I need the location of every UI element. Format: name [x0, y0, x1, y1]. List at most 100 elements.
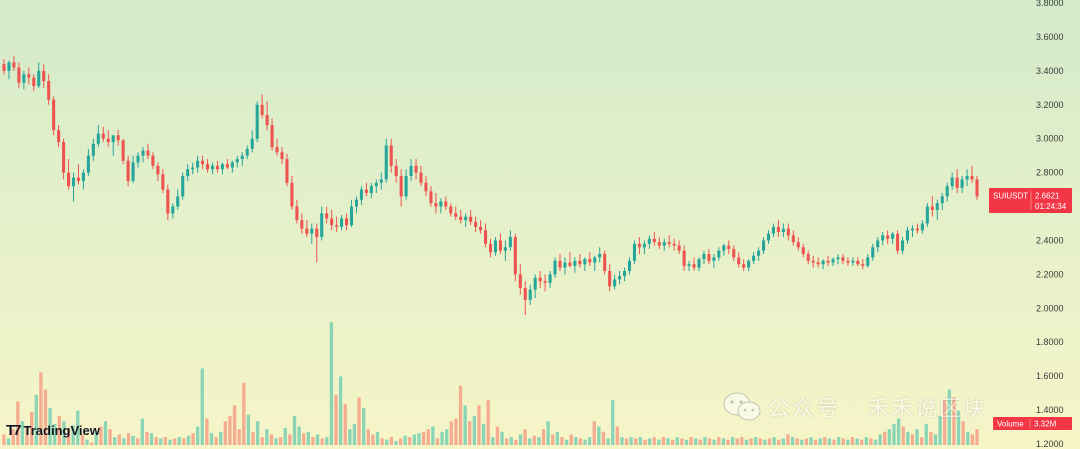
candle-body [344, 218, 349, 226]
candle [891, 231, 895, 244]
candle-body [290, 182, 294, 207]
candle-body [186, 169, 190, 177]
volume-bar [583, 439, 587, 445]
volume-bar [66, 429, 71, 445]
candle [603, 250, 607, 275]
candle [697, 257, 701, 271]
price-axis-label: 1.2000 [1036, 439, 1064, 449]
candle [960, 176, 964, 193]
volume-bar [873, 439, 878, 445]
candle [657, 237, 661, 249]
volume-bar [620, 437, 624, 445]
candle-body [975, 179, 979, 197]
candle [757, 247, 761, 261]
volume-bar [726, 439, 730, 445]
candle-body [533, 277, 537, 290]
volume-bar [117, 434, 121, 445]
candle [62, 138, 66, 180]
candle-body [171, 206, 175, 214]
volume-bar [315, 434, 320, 445]
candle [905, 226, 910, 244]
volume-bar [546, 421, 550, 445]
volume-bar [772, 437, 776, 445]
candle-body [340, 218, 344, 227]
candle-body [518, 274, 522, 288]
candle [970, 165, 974, 183]
volume-bar [836, 437, 841, 445]
volume-bar [491, 437, 495, 445]
candle [439, 198, 443, 214]
candle [608, 264, 612, 292]
price-axis-label: 3.4000 [1036, 66, 1064, 76]
candle [240, 152, 244, 166]
candle [295, 199, 299, 224]
candle-body [910, 228, 915, 231]
volume-bar [624, 438, 629, 445]
candle-body [394, 165, 398, 177]
volume-bar [564, 439, 569, 445]
volume-bar [122, 438, 126, 445]
candle-body [414, 165, 418, 173]
volume-bar [574, 437, 578, 445]
volume-bar [578, 438, 583, 445]
candle-body [508, 237, 512, 248]
candle [508, 230, 512, 251]
candle [444, 196, 448, 210]
volume-bar [537, 437, 541, 445]
candle [52, 96, 56, 136]
volume-bar [518, 434, 523, 445]
candle-body [573, 260, 577, 266]
volume-bar [394, 441, 398, 445]
candle [250, 130, 254, 153]
volume-bar [809, 437, 813, 445]
candle-body [960, 179, 964, 188]
volume-bar [555, 431, 560, 445]
candle-body [369, 186, 373, 193]
price-axis-label: 2.2000 [1036, 269, 1064, 279]
candle-body [161, 174, 165, 190]
candle-body [717, 250, 721, 258]
volume-bar [458, 385, 463, 445]
volume-bar [472, 415, 477, 445]
volume-bar [311, 437, 315, 445]
tradingview-logo[interactable]: T7 TradingView [6, 422, 100, 439]
candle-body [781, 228, 785, 232]
candle-body [57, 130, 61, 143]
candle-body [449, 206, 453, 214]
candle-body [111, 135, 115, 143]
candle-body [920, 223, 924, 231]
candle [712, 254, 716, 268]
candle-body [151, 155, 155, 166]
candle-body [335, 225, 339, 227]
volume-bar [514, 439, 518, 445]
volume-bar [887, 429, 892, 445]
candle [831, 257, 835, 266]
volume-bar [795, 438, 799, 445]
candle-body [722, 245, 726, 251]
price-axis-label: 2.0000 [1036, 303, 1064, 313]
candle [692, 257, 696, 271]
candle [627, 257, 632, 275]
candle-body [841, 257, 845, 261]
candle [796, 237, 800, 251]
candle [42, 64, 46, 88]
candle-body [588, 259, 592, 263]
candle-body [141, 150, 145, 156]
candle [57, 125, 61, 148]
candle-body [201, 160, 205, 165]
candle-body [806, 254, 810, 261]
candle [255, 101, 259, 143]
volume-bar [149, 433, 154, 445]
candle-body [553, 260, 557, 275]
candle [593, 255, 597, 271]
candle-body [181, 176, 185, 197]
volume-bar [947, 389, 951, 445]
volume-bar [813, 439, 818, 445]
candle [618, 270, 622, 285]
candle [325, 206, 329, 224]
candle [71, 172, 76, 202]
candle [340, 215, 344, 231]
